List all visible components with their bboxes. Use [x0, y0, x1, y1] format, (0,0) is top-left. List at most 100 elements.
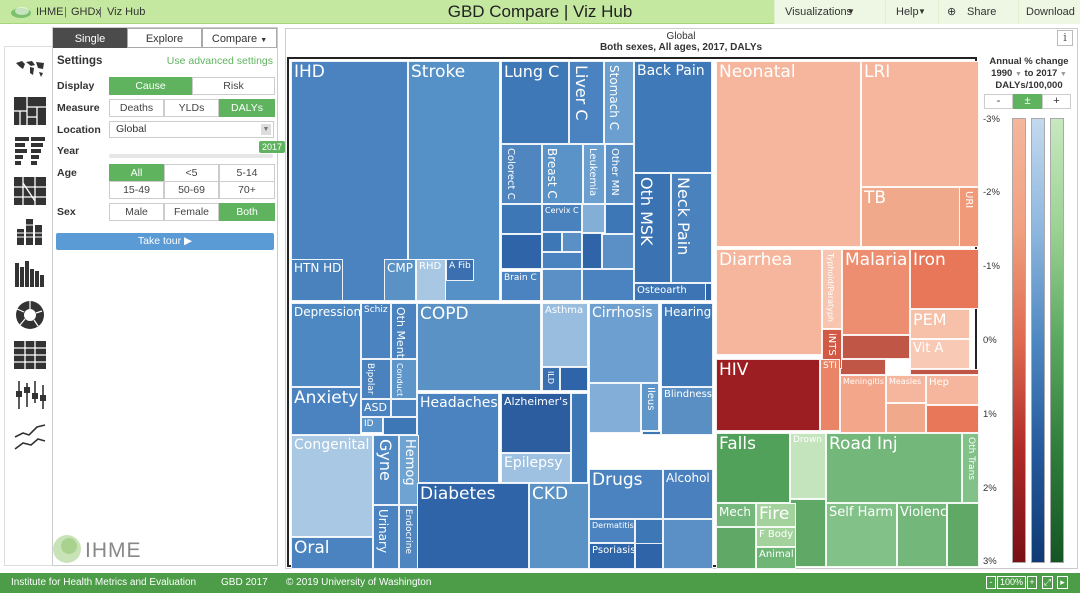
treemap-cell-cmp[interactable]: CMP [384, 259, 416, 301]
tab-compare[interactable]: Compare ▼ [202, 28, 277, 48]
visualizations-menu[interactable]: Visualizations ▼ [774, 0, 885, 24]
treemap-cell-back-pain[interactable]: Back Pain [634, 61, 712, 173]
treemap-icon[interactable] [13, 95, 47, 127]
treemap-cell-fire[interactable]: Fire [756, 503, 796, 527]
treemap-cell[interactable] [571, 393, 588, 483]
treemap-cell-id[interactable]: ID [361, 417, 383, 433]
treemap-cell[interactable] [663, 519, 713, 569]
treemap-cell[interactable] [582, 233, 602, 269]
treemap-cell-malaria[interactable]: Malaria [842, 249, 910, 335]
age-70plus-button[interactable]: 70+ [219, 181, 275, 199]
age-5-14-button[interactable]: 5-14 [219, 164, 275, 182]
treemap-cell[interactable] [635, 543, 663, 569]
treemap-cell[interactable] [589, 383, 641, 433]
treemap-cell-htn-hd[interactable]: HTN HD [291, 259, 343, 301]
treemap-cell-animal[interactable]: Animal [756, 547, 796, 569]
treemap-cell[interactable] [790, 499, 826, 567]
treemap-cell-pem[interactable]: PEM [910, 309, 970, 339]
treemap-cell-oth-trans[interactable]: Oth Trans [962, 433, 979, 503]
scale-plusminus-button[interactable]: ± [1013, 94, 1042, 109]
bar-chart-icon[interactable] [13, 257, 47, 289]
treemap-cell-endocrine[interactable]: Endocrine [399, 505, 419, 569]
treemap-cell-oral[interactable]: Oral [291, 537, 373, 569]
treemap-cell[interactable] [501, 234, 542, 269]
play-icon[interactable]: ▸ [1057, 576, 1068, 589]
treemap-cell-iron[interactable]: Iron [910, 249, 979, 309]
treemap-cell-alzheimer-s[interactable]: Alzheimer's [501, 393, 571, 453]
download-button[interactable]: Download [1018, 0, 1080, 24]
treemap-cell[interactable] [391, 399, 417, 417]
treemap-cell-a-fib[interactable]: A Fib [446, 259, 474, 281]
help-menu[interactable]: Help ▼ [885, 0, 938, 24]
age-50-69-button[interactable]: 50-69 [164, 181, 219, 199]
treemap-cell[interactable] [910, 369, 979, 375]
treemap-cell-self-harm[interactable]: Self Harm [826, 503, 897, 567]
treemap-cell-drown[interactable]: Drown [790, 433, 826, 499]
treemap-cell-liver-c[interactable]: Liver C [569, 61, 604, 144]
stacked-bar-icon[interactable] [13, 215, 47, 247]
treemap-cell-asthma[interactable]: Asthma [542, 303, 588, 367]
treemap-cell-violence[interactable]: Violence [897, 503, 947, 567]
age-under5-button[interactable]: <5 [164, 164, 219, 182]
treemap-cell-brain-c[interactable]: Brain C [501, 271, 541, 301]
treemap-cell-rhd[interactable]: RHD [416, 259, 446, 301]
take-tour-button[interactable]: Take tour ▶ [56, 233, 274, 250]
info-icon[interactable]: i [1057, 30, 1073, 46]
treemap-cell-cirrhosis[interactable]: Cirrhosis [589, 303, 659, 383]
treemap-cell-ild[interactable]: ILD [542, 367, 560, 391]
line-chart-icon[interactable] [13, 421, 47, 453]
treemap-cell-hiv[interactable]: HIV [716, 359, 820, 431]
ihme-logo-icon[interactable] [10, 4, 32, 19]
advanced-settings-link[interactable]: Use advanced settings [166, 55, 273, 67]
viz-hub-link[interactable]: Viz Hub [107, 6, 146, 18]
age-15-49-button[interactable]: 15-49 [109, 181, 164, 199]
treemap-cell-headaches[interactable]: Headaches [417, 393, 499, 483]
ihme-link[interactable]: IHME [36, 6, 64, 18]
treemap-cell-bipolar[interactable]: Bipolar [361, 359, 391, 399]
fullscreen-icon[interactable]: ⤢ [1042, 576, 1053, 589]
tab-single[interactable]: Single [53, 28, 127, 48]
treemap-cell-cervix-c[interactable]: Cervix C [542, 204, 582, 232]
treemap-cell-congenital[interactable]: Congenital [291, 435, 373, 537]
treemap-cell-epilepsy[interactable]: Epilepsy [501, 453, 571, 483]
treemap-cell-alcohol[interactable]: Alcohol [663, 469, 713, 519]
treemap-cell[interactable] [582, 269, 634, 301]
treemap-cell-copd[interactable]: COPD [417, 303, 541, 391]
measure-dalys-button[interactable]: DALYs [219, 99, 275, 117]
treemap-cell[interactable] [602, 234, 634, 269]
treemap-cell[interactable] [560, 367, 588, 391]
ghdx-link[interactable]: GHDx [71, 6, 101, 18]
treemap-cell-diarrhea[interactable]: Diarrhea [716, 249, 822, 355]
treemap-cell-leukemia[interactable]: Leukemia [583, 144, 605, 204]
treemap-cell[interactable] [542, 269, 582, 301]
treemap-cell-conduct[interactable]: Conduct [391, 359, 417, 399]
treemap-cell-f-body[interactable]: F Body [756, 527, 796, 547]
tab-explore[interactable]: Explore [127, 28, 202, 48]
treemap-cell[interactable] [542, 232, 562, 252]
treemap-cell[interactable] [716, 527, 756, 569]
zoom-out-button[interactable]: - [986, 576, 996, 589]
range-plot-icon[interactable] [13, 379, 47, 411]
year-slider-handle[interactable]: 2017 [259, 141, 285, 153]
treemap-cell-meningitis[interactable]: Meningitis [840, 375, 886, 433]
location-select[interactable]: Global ▼ [109, 121, 274, 138]
treemap-cell-gyne[interactable]: Gyne [373, 435, 399, 505]
treemap-cell-osteoarth[interactable]: Osteoarth [634, 283, 706, 301]
sex-female-button[interactable]: Female [164, 203, 219, 221]
treemap-cell-depression[interactable]: Depression [291, 303, 361, 387]
treemap-cell-mech[interactable]: Mech [716, 503, 756, 527]
treemap-cell-asd[interactable]: ASD [361, 399, 391, 417]
treemap-cell-stomach-c[interactable]: Stomach C [604, 61, 634, 144]
treemap-cell-diabetes[interactable]: Diabetes [417, 483, 529, 569]
treemap-cell-neck-pain[interactable]: Neck Pain [671, 173, 712, 283]
treemap-cell[interactable] [501, 204, 542, 234]
treemap-cell-vit-a[interactable]: Vit A [910, 339, 970, 369]
treemap-cell-hearing[interactable]: Hearing [661, 303, 713, 387]
share-button[interactable]: ⊕ Share [938, 0, 1018, 24]
compare-icon[interactable] [13, 175, 47, 207]
measure-ylds-button[interactable]: YLDs [164, 99, 219, 117]
treemap-cell-ileus[interactable]: Ileus [641, 383, 659, 431]
treemap-cell-blindness[interactable]: Blindness [661, 387, 713, 435]
legend-from-year[interactable]: 1990 [991, 67, 1013, 79]
world-map-icon[interactable] [13, 53, 47, 85]
